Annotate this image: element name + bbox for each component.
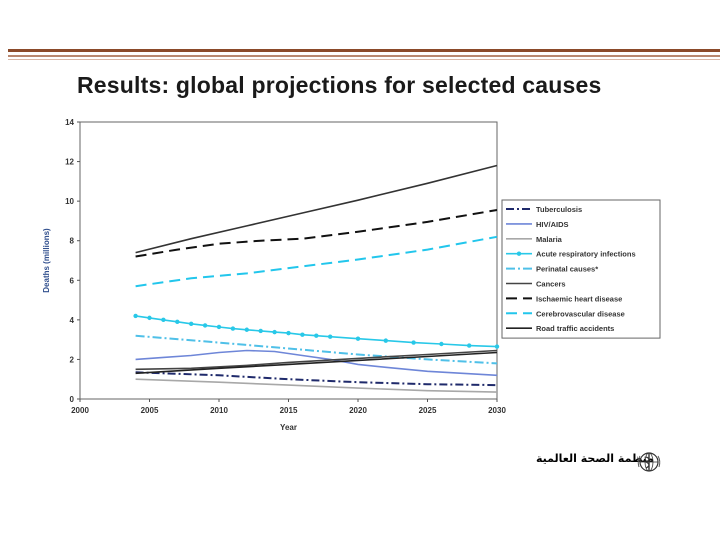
series-line-cerebrovascular-disease <box>135 235 498 288</box>
legend-marker-acute-respiratory-infections <box>516 251 522 256</box>
series-point-acute-respiratory-infections <box>272 329 277 335</box>
x-tick-label: 2015 <box>280 406 298 415</box>
y-tick-label: 2 <box>70 355 75 364</box>
y-tick-label: 8 <box>70 237 75 246</box>
x-tick-label: 2010 <box>210 406 228 415</box>
top-rule-light <box>8 59 720 60</box>
legend-label-ischaemic-heart-disease: Ischaemic heart disease <box>536 294 622 303</box>
legend-label-cerebrovascular-disease: Cerebrovascular disease <box>536 309 625 318</box>
series-line-total-top-line <box>135 164 498 254</box>
series-point-acute-respiratory-infections <box>161 317 166 323</box>
legend-label-malaria: Malaria <box>536 235 563 244</box>
series-point-acute-respiratory-infections <box>439 341 444 347</box>
legend-label-acute-respiratory-infections: Acute respiratory infections <box>536 250 636 259</box>
series-line-hiv-aids <box>135 349 498 377</box>
legend-label-road-traffic-accidents: Road traffic accidents <box>536 324 614 333</box>
series-point-acute-respiratory-infections <box>147 315 152 321</box>
x-axis-label: Year <box>280 423 297 432</box>
x-tick-label: 2030 <box>488 406 506 415</box>
y-tick-label: 0 <box>70 395 75 404</box>
series-point-acute-respiratory-infections <box>189 321 194 327</box>
series-point-acute-respiratory-infections <box>133 313 138 319</box>
series-line-malaria <box>135 378 498 393</box>
series-point-acute-respiratory-infections <box>328 334 333 339</box>
series-point-acute-respiratory-infections <box>244 327 249 332</box>
series-point-acute-respiratory-infections <box>175 319 180 325</box>
x-tick-label: 2020 <box>349 406 367 415</box>
series-point-acute-respiratory-infections <box>216 324 222 330</box>
legend-label-hiv-aids: HIV/AIDS <box>536 220 569 229</box>
footer-organization-name: منظمة الصحة العالمية <box>536 452 654 465</box>
x-tick-label: 2025 <box>419 406 437 415</box>
series-point-acute-respiratory-infections <box>383 338 388 343</box>
y-tick-label: 12 <box>65 158 74 167</box>
series-line-tuberculosis <box>135 371 498 387</box>
series-point-acute-respiratory-infections <box>411 340 416 345</box>
x-tick-label: 2005 <box>141 406 159 415</box>
legend-label-tuberculosis: Tuberculosis <box>536 205 582 214</box>
y-tick-label: 6 <box>70 276 75 285</box>
series-point-acute-respiratory-infections <box>258 328 263 334</box>
series-line-road-traffic-accidents <box>135 351 498 375</box>
y-axis-label: Deaths (millions) <box>42 228 51 293</box>
y-tick-label: 14 <box>65 118 74 127</box>
series-line-cancers <box>135 349 498 371</box>
plot-area <box>79 121 498 400</box>
y-tick-label: 10 <box>65 197 74 206</box>
series-line-ischaemic-heart-disease <box>135 209 498 258</box>
top-rule-dark <box>8 49 720 52</box>
x-tick-label: 2000 <box>71 406 89 415</box>
legend-label-cancers: Cancers <box>536 280 566 289</box>
series-point-acute-respiratory-infections <box>230 326 236 331</box>
slide-title: Results: global projections for selected… <box>77 72 602 98</box>
legend-label-perinatal-causes: Perinatal causes* <box>536 265 598 274</box>
top-rule-mid <box>8 55 720 57</box>
series-point-acute-respiratory-infections <box>467 343 472 348</box>
series-point-acute-respiratory-infections <box>494 344 500 349</box>
series-line-perinatal-causes <box>135 334 498 365</box>
who-emblem-icon <box>637 452 661 472</box>
y-tick-label: 4 <box>70 316 75 325</box>
series-point-acute-respiratory-infections <box>300 332 305 337</box>
series-point-acute-respiratory-infections <box>286 330 291 336</box>
series-point-acute-respiratory-infections <box>314 333 319 338</box>
series-point-acute-respiratory-infections <box>202 323 208 328</box>
series-point-acute-respiratory-infections <box>355 336 361 341</box>
